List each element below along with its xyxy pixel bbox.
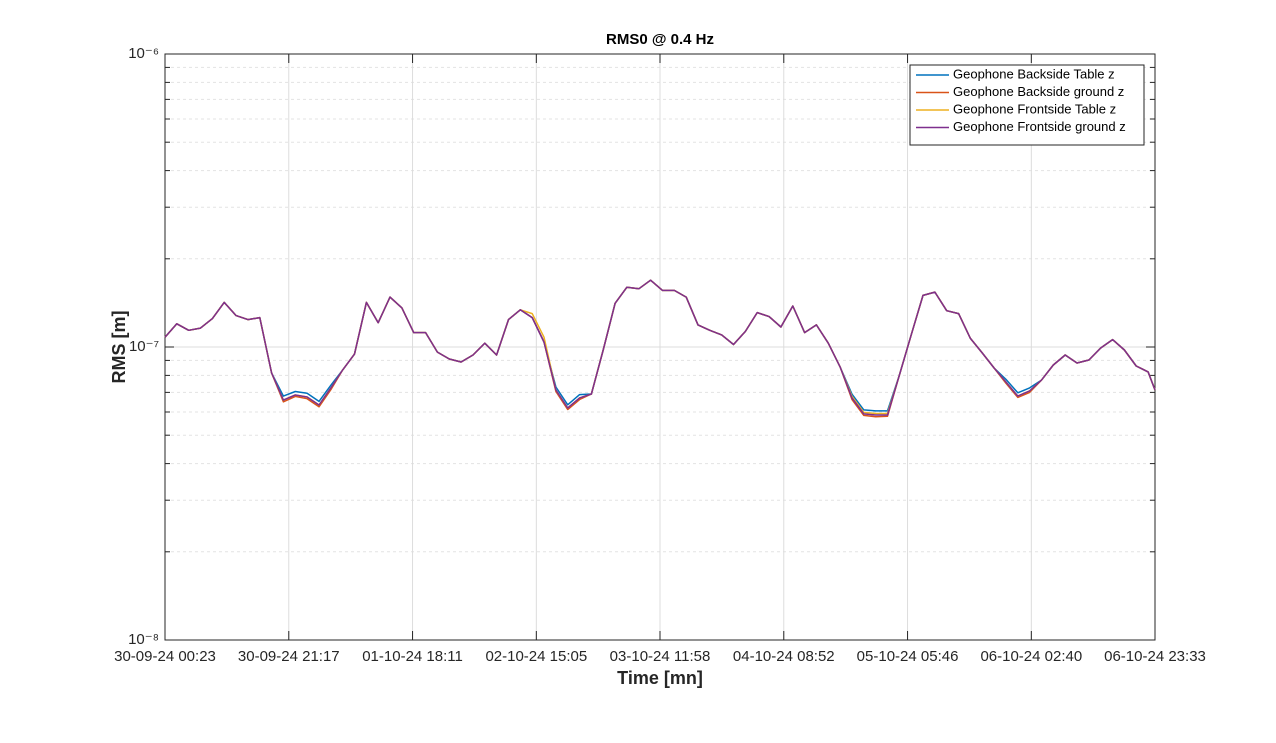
y-tick-label: 10⁻⁸: [128, 631, 159, 648]
series-line: [164, 279, 1156, 416]
x-tick-label: 03-10-24 11:58: [610, 648, 711, 665]
axes-box: [164, 53, 1156, 641]
x-tick-label: 05-10-24 05:46: [857, 648, 959, 665]
x-tick-label: 04-10-24 08:52: [733, 648, 835, 665]
y-tick-label: 10⁻⁷: [129, 338, 159, 355]
x-axis-label: Time [mn]: [617, 668, 703, 688]
x-tick-label: 06-10-24 23:33: [1104, 648, 1206, 665]
x-tick-label: 01-10-24 18:11: [362, 648, 463, 665]
x-tick-label: 30-09-24 21:17: [238, 648, 340, 665]
x-tick-label: 02-10-24 15:05: [485, 648, 587, 665]
y-axis-label: RMS [m]: [109, 311, 129, 384]
y-tick-label: 10⁻⁶: [128, 45, 159, 62]
legend-label: Geophone Frontside ground z: [953, 119, 1126, 134]
chart-title: RMS0 @ 0.4 Hz: [606, 31, 714, 48]
legend-label: Geophone Backside Table z: [953, 66, 1115, 81]
x-tick-label: 30-09-24 00:23: [114, 648, 216, 665]
legend-box: [909, 64, 1145, 146]
legend: Geophone Backside Table z Geophone Backsi…: [909, 64, 1145, 146]
legend-label: Geophone Backside ground z: [953, 84, 1124, 99]
x-tick-label: 06-10-24 02:40: [980, 648, 1082, 665]
legend-label: Geophone Frontside Table z: [953, 101, 1116, 116]
